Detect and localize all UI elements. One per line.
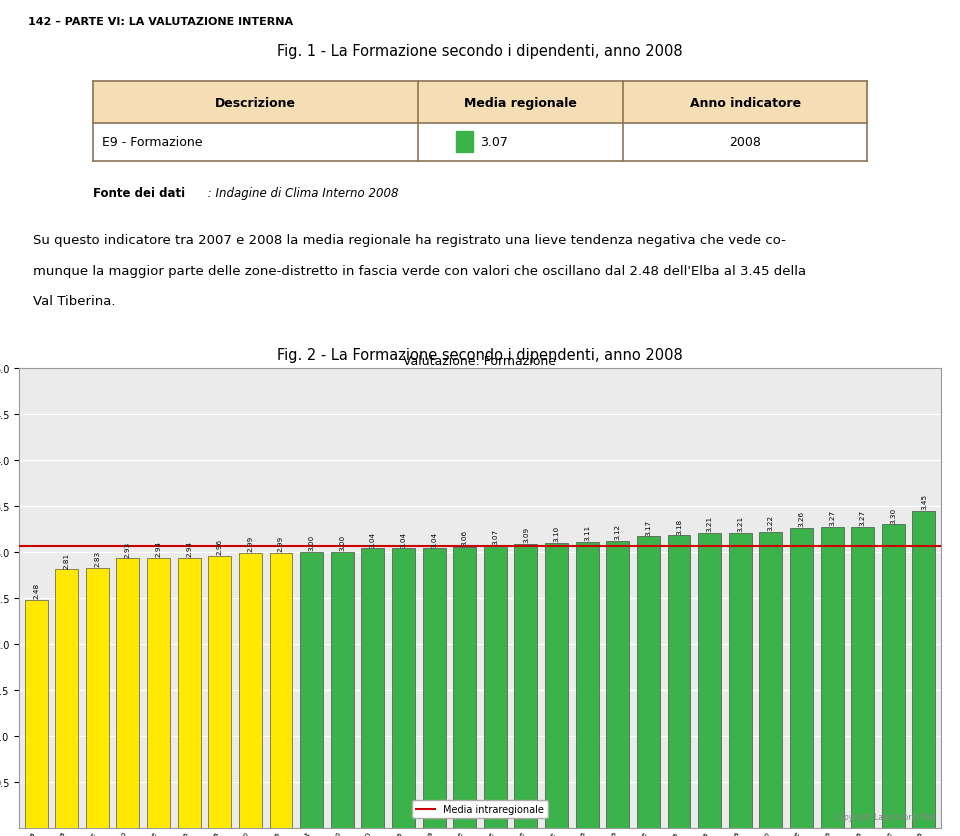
Title: Valutazione: Formazione: Valutazione: Formazione <box>403 354 557 368</box>
Text: 3.04: 3.04 <box>400 531 406 547</box>
Text: 2.81: 2.81 <box>63 552 70 568</box>
Bar <box>636 537 660 828</box>
Bar <box>821 528 844 828</box>
Bar <box>93 82 867 124</box>
Bar <box>790 528 813 828</box>
Bar <box>852 528 875 828</box>
Text: 3.26: 3.26 <box>799 511 804 527</box>
Bar <box>456 132 472 153</box>
Text: 2.99: 2.99 <box>248 535 253 552</box>
Text: 3.21: 3.21 <box>707 515 712 531</box>
Bar <box>361 548 384 828</box>
Text: 3.00: 3.00 <box>339 534 346 551</box>
Bar <box>25 600 48 828</box>
Text: 3.09: 3.09 <box>523 526 529 543</box>
Bar <box>912 511 935 828</box>
Bar <box>698 533 721 828</box>
Text: 3.17: 3.17 <box>645 519 652 535</box>
Bar <box>93 124 867 161</box>
Text: 3.27: 3.27 <box>829 510 835 526</box>
Text: 3.30: 3.30 <box>890 507 897 523</box>
Bar <box>208 556 231 828</box>
Text: 2.48: 2.48 <box>33 582 39 599</box>
Bar <box>300 553 324 828</box>
Text: Su questo indicatore tra 2007 e 2008 la media regionale ha registrato una lieve : Su questo indicatore tra 2007 e 2008 la … <box>33 234 786 247</box>
Bar <box>270 553 293 828</box>
Text: Fig. 2 - La Formazione secondo i dipendenti, anno 2008: Fig. 2 - La Formazione secondo i dipende… <box>277 347 683 362</box>
Text: 3.11: 3.11 <box>585 524 590 540</box>
Text: Media regionale: Media regionale <box>465 96 577 110</box>
Text: 3.27: 3.27 <box>860 510 866 526</box>
Bar <box>55 570 78 828</box>
Bar <box>422 548 445 828</box>
Text: 3.04: 3.04 <box>370 531 375 547</box>
Text: 3.12: 3.12 <box>614 523 621 539</box>
Bar <box>545 543 568 828</box>
Bar <box>239 553 262 828</box>
Text: Fig. 1 - La Formazione secondo i dipendenti, anno 2008: Fig. 1 - La Formazione secondo i dipende… <box>277 44 683 59</box>
Text: Descrizione: Descrizione <box>215 96 296 110</box>
Text: 3.18: 3.18 <box>676 518 682 534</box>
Text: 3.06: 3.06 <box>462 529 468 545</box>
Text: 2.83: 2.83 <box>94 550 100 566</box>
Text: 142 – PARTE VI: LA VALUTAZIONE INTERNA: 142 – PARTE VI: LA VALUTAZIONE INTERNA <box>29 18 294 28</box>
Bar <box>576 543 599 828</box>
Legend: Media intraregionale: Media intraregionale <box>412 800 548 818</box>
Text: Anno indicatore: Anno indicatore <box>689 96 801 110</box>
Text: 2.96: 2.96 <box>217 538 223 554</box>
Text: 2.94: 2.94 <box>156 540 161 556</box>
Bar <box>331 553 353 828</box>
Text: 2.93: 2.93 <box>125 541 131 557</box>
Text: 3.45: 3.45 <box>921 493 927 509</box>
Bar <box>147 558 170 828</box>
Text: 3.21: 3.21 <box>737 515 743 531</box>
Bar <box>759 533 782 828</box>
Text: 3.04: 3.04 <box>431 531 437 547</box>
Text: munque la maggior parte delle zone-distretto in fascia verde con valori che osci: munque la maggior parte delle zone-distr… <box>33 264 806 278</box>
Text: Copyright Laboratorio Mes: Copyright Laboratorio Mes <box>834 812 936 821</box>
Bar <box>729 533 752 828</box>
Text: 2.94: 2.94 <box>186 540 192 556</box>
Bar <box>667 536 690 828</box>
Text: 3.22: 3.22 <box>768 514 774 530</box>
Bar <box>116 558 139 828</box>
Text: Fonte dei dati: Fonte dei dati <box>93 186 185 200</box>
Text: 3.00: 3.00 <box>308 534 315 551</box>
Bar <box>85 568 108 828</box>
Bar <box>392 548 415 828</box>
Text: 2.99: 2.99 <box>278 535 284 552</box>
Text: 3.10: 3.10 <box>554 525 560 542</box>
Bar <box>882 525 905 828</box>
Bar <box>484 546 507 828</box>
Bar <box>515 544 538 828</box>
Text: 3.07: 3.07 <box>492 528 498 544</box>
Text: Val Tiberina.: Val Tiberina. <box>33 295 115 308</box>
Text: : Indagine di Clima Interno 2008: : Indagine di Clima Interno 2008 <box>204 186 398 200</box>
Text: 2008: 2008 <box>730 136 761 149</box>
Bar <box>453 547 476 828</box>
Text: E9 - Formazione: E9 - Formazione <box>102 136 203 149</box>
Text: 3.07: 3.07 <box>480 136 508 149</box>
Bar <box>607 542 629 828</box>
Bar <box>178 558 201 828</box>
